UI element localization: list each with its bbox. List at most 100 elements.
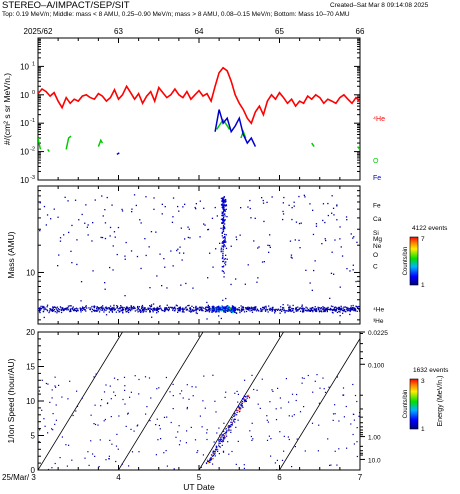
mass-scatter-point: [214, 309, 217, 311]
mass-scatter-point: [252, 307, 254, 309]
mass-scatter-point: [149, 310, 151, 313]
velocity-scatter-point: [213, 441, 215, 443]
mass-scatter-point: [263, 220, 265, 223]
mass-scatter-point: [206, 310, 208, 312]
velocity-scatter-point: [219, 446, 221, 448]
velocity-scatter-point: [215, 449, 217, 451]
mass-scatter-point: [222, 198, 224, 200]
mass-scatter-point: [55, 307, 57, 309]
velocity-scatter-point: [280, 407, 282, 409]
mass-scatter-point: [268, 308, 270, 310]
mass-scatter-point: [104, 222, 107, 224]
mass-scatter-point: [227, 305, 229, 307]
mass-scatter-point: [137, 307, 140, 309]
velocity-scatter-point: [353, 443, 355, 445]
mass-scatter-point: [225, 241, 227, 243]
mass-scatter-point: [82, 307, 84, 309]
mass-scatter-point: [282, 202, 284, 204]
velocity-scatter-point: [210, 459, 213, 461]
mass-scatter-point: [234, 309, 236, 312]
velocity-scatter-point: [243, 464, 245, 466]
velocity-scatter-point: [105, 459, 107, 461]
mass-scatter-point: [143, 308, 145, 311]
mass-scatter-point: [176, 305, 178, 307]
mass-scatter-point: [198, 309, 201, 311]
mass-scatter-point: [341, 255, 344, 257]
velocity-scatter-point: [138, 393, 140, 395]
velocity-scatter-point: [127, 469, 129, 470]
velocity-scatter-point: [239, 406, 241, 409]
mass-scatter-point: [76, 309, 78, 311]
mass-scatter-point: [79, 307, 81, 309]
velocity-scatter-point: [47, 468, 50, 470]
velocity-scatter-point: [113, 391, 115, 393]
mass-scatter-point: [144, 238, 146, 240]
mass-scatter-point: [91, 308, 94, 310]
mass-scatter-point: [223, 219, 225, 221]
mass-scatter-point: [94, 199, 96, 201]
velocity-scatter-point: [222, 451, 225, 453]
mass-scatter-point: [49, 309, 52, 311]
mass-scatter-point: [212, 307, 214, 309]
velocity-scatter-point: [212, 450, 214, 452]
velocity-scatter-point: [58, 384, 60, 386]
velocity-scatter-point: [87, 451, 89, 453]
y-tick-label: 0: [31, 466, 36, 475]
mass-scatter-point: [291, 207, 293, 209]
mass-scatter-point: [291, 257, 293, 259]
mass-scatter-point: [223, 244, 225, 246]
mass-scatter-point: [349, 309, 351, 311]
mass-scatter-point: [62, 309, 64, 311]
velocity-scatter-point: [49, 401, 51, 403]
x-tick-label: 6: [277, 473, 282, 482]
velocity-scatter-point: [51, 397, 53, 399]
velocity-scatter-point: [228, 430, 230, 432]
mass-scatter-point: [101, 307, 103, 309]
velocity-scatter-point: [226, 435, 228, 437]
mass-scatter-point: [208, 306, 211, 308]
mass-scatter-point: [224, 262, 226, 264]
velocity-scatter-point: [243, 395, 246, 397]
velocity-scatter-point: [215, 446, 217, 449]
velocity-scatter-point: [166, 465, 168, 467]
velocity-scatter-point: [236, 409, 238, 411]
mass-scatter-point: [227, 310, 229, 312]
mass-scatter-point: [215, 307, 217, 309]
mass-scatter-point: [222, 212, 224, 214]
mass-scatter-point: [38, 309, 41, 312]
mass-scatter-point: [207, 228, 210, 231]
velocity-scatter-point: [222, 437, 224, 439]
velocity-scatter-point: [124, 403, 126, 405]
mass-scatter-point: [130, 307, 132, 309]
mass-scatter-point: [288, 204, 290, 206]
velocity-scatter-point: [228, 425, 230, 427]
mass-scatter-point: [247, 308, 249, 310]
mass-scatter-point: [71, 224, 73, 227]
velocity-scatter-point: [196, 451, 198, 454]
velocity-scatter-point: [181, 390, 183, 392]
velocity-scatter-point: [270, 438, 272, 440]
mass-scatter-point: [192, 287, 194, 289]
velocity-scatter-point: [225, 431, 228, 433]
velocity-scatter-point: [233, 413, 235, 415]
mass-scatter-point: [274, 309, 276, 312]
velocity-scatter-point: [218, 427, 220, 429]
mass-scatter-point: [232, 309, 234, 312]
velocity-scatter-point: [228, 429, 230, 431]
mass-scatter-point: [140, 311, 142, 313]
mass-scatter-point: [313, 308, 315, 310]
mass-scatter-point: [320, 310, 323, 312]
mass-scatter-point: [131, 211, 133, 213]
mass-scatter-point: [145, 310, 147, 313]
velocity-scatter-point: [172, 383, 174, 385]
velocity-scatter-point: [234, 412, 236, 414]
mass-scatter-point: [346, 268, 348, 270]
velocity-scatter-point: [216, 432, 218, 434]
velocity-scatter-point: [246, 397, 248, 399]
mass-scatter-point: [333, 308, 335, 310]
mass-scatter-point: [86, 307, 88, 309]
mass-scatter-point: [137, 308, 139, 310]
velocity-scatter-point: [359, 374, 360, 376]
velocity-scatter-point: [156, 418, 158, 420]
mass-scatter-point: [333, 273, 335, 275]
